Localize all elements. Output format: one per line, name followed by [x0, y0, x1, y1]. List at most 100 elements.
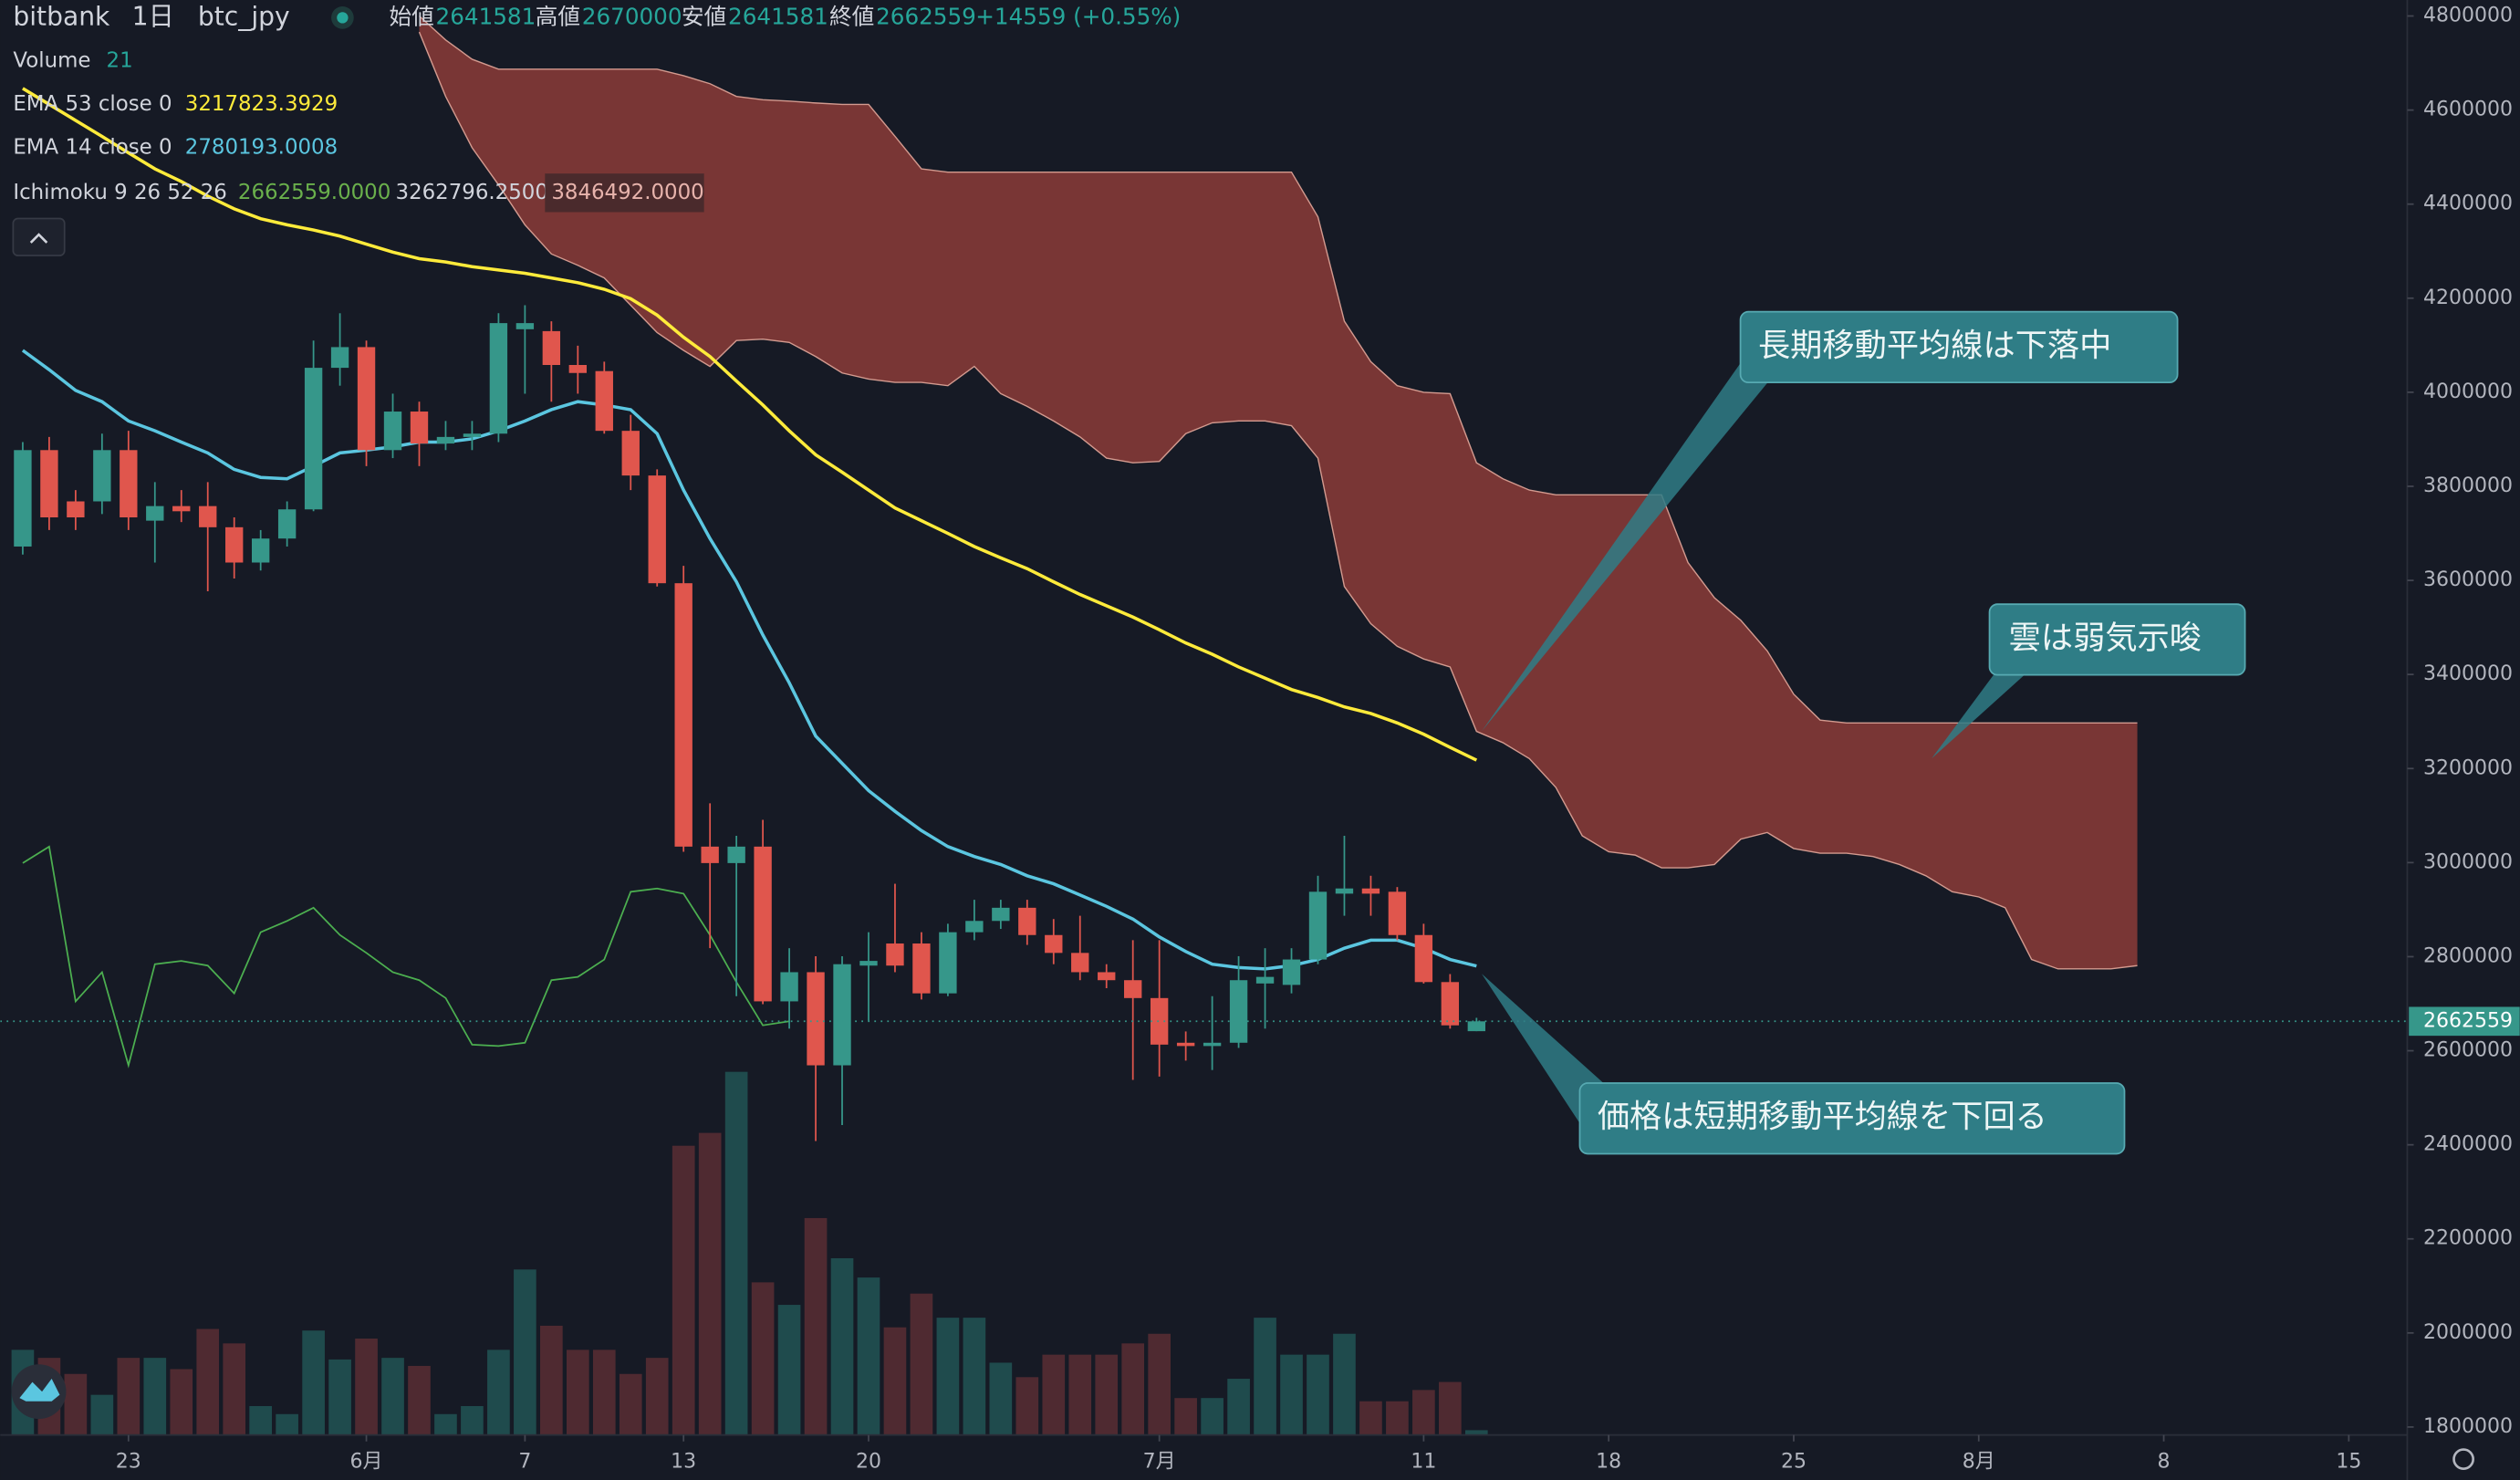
close-label: 終値	[829, 3, 874, 29]
candle-body	[1361, 888, 1380, 894]
x-tick-label: 18	[1596, 1451, 1621, 1474]
interval[interactable]: 1日	[132, 1, 174, 31]
volume-bar	[1412, 1390, 1435, 1435]
candle-body	[93, 450, 111, 502]
callout[interactable]	[1739, 310, 2179, 384]
y-tick-label: 4400000	[2423, 193, 2513, 215]
candle-body	[833, 964, 851, 1066]
candle-body	[304, 368, 323, 510]
candle-body	[568, 365, 587, 373]
volume-bar	[751, 1282, 775, 1435]
candle-body	[1467, 1021, 1485, 1032]
volume-bar	[461, 1405, 484, 1435]
candle-body	[436, 436, 455, 444]
plot-area	[0, 16, 2408, 1435]
y-tick-label: 3000000	[2423, 850, 2513, 873]
candle-body	[463, 433, 482, 437]
candle-body	[1045, 934, 1063, 954]
x-tick-label: 8	[2158, 1451, 2171, 1474]
high-label: 高値	[536, 3, 580, 29]
axes: 4800000 4600000 4400000 4200000 4000000 38000…	[116, 5, 2520, 1474]
candle-body	[939, 932, 957, 994]
volume-bar	[381, 1358, 404, 1435]
candle-body	[674, 583, 692, 847]
volume-bar	[1095, 1354, 1119, 1435]
y-tick-label: 2600000	[2423, 1039, 2513, 1062]
candle-body	[1203, 1042, 1222, 1047]
candle-body	[357, 347, 376, 451]
candle-body	[727, 846, 745, 863]
x-tick-label: 8月	[1963, 1451, 1995, 1474]
x-tick-label: 20	[856, 1451, 881, 1474]
price-label: 2662559	[2423, 1009, 2513, 1032]
legend-ema14[interactable]: EMA 14 close 0	[13, 136, 172, 160]
candle-body	[199, 505, 217, 527]
volume-bar	[117, 1358, 141, 1435]
logo	[19, 1379, 60, 1402]
candle-body	[595, 370, 613, 432]
callout-text: 長期移動平均線は下落中	[1758, 327, 2111, 364]
candle-body	[515, 323, 535, 329]
volume-bar	[1015, 1377, 1039, 1435]
exchange: bitbank	[13, 1, 110, 31]
low-value: 2641581	[728, 3, 828, 29]
legend-value-bg	[545, 173, 704, 213]
volume-bar	[698, 1132, 722, 1435]
volume-bar	[1464, 1430, 1488, 1435]
legend-volume[interactable]: Volume	[13, 48, 90, 72]
legend-ichimoku[interactable]: Ichimoku 9 26 52 26	[13, 181, 226, 204]
y-tick-label: 2200000	[2423, 1227, 2513, 1250]
candle-body	[1098, 972, 1116, 981]
volume-bar	[1174, 1398, 1197, 1435]
x-tick-label: 13	[671, 1451, 696, 1474]
volume-bar	[857, 1277, 880, 1435]
x-tick-label: 11	[1411, 1451, 1436, 1474]
y-tick-label: 4000000	[2423, 380, 2513, 403]
volume-bar	[619, 1373, 642, 1435]
x-tick-label: 7	[518, 1451, 531, 1474]
callout-text: 価格は短期移動平均線を下回る	[1598, 1099, 2047, 1136]
volume-bar	[355, 1339, 378, 1435]
candle-body	[965, 921, 984, 933]
settings-icon[interactable]	[2452, 1448, 2474, 1470]
legend-ema53-value: 3217823.3929	[185, 92, 338, 116]
candle-body	[754, 846, 772, 1002]
candle-body	[1124, 980, 1142, 998]
candle-body	[648, 475, 666, 584]
callout[interactable]	[1988, 603, 2246, 676]
candle-body	[1441, 982, 1460, 1026]
candle-body	[330, 347, 349, 369]
open-label: 始値	[389, 3, 433, 29]
collapse-icon	[29, 233, 48, 244]
price-label-bg	[2409, 1006, 2520, 1037]
legend-ichimoku-value: 2662559.0000	[238, 181, 390, 204]
volume-bar	[936, 1318, 960, 1435]
volume-bar	[1148, 1333, 1171, 1435]
candle-body	[40, 450, 58, 518]
volume-bar	[963, 1318, 986, 1435]
volume-bar	[910, 1293, 933, 1435]
change: +14559 (+0.55%)	[975, 3, 1181, 29]
x-tick-label: 15	[2336, 1451, 2361, 1474]
candle-body	[859, 961, 878, 966]
candle-body	[992, 907, 1010, 922]
volume-bar	[276, 1413, 298, 1435]
symbol[interactable]: btc_jpy	[198, 1, 290, 31]
legend-ema53[interactable]: EMA 53 close 0	[13, 92, 172, 116]
callout[interactable]	[1578, 1082, 2126, 1155]
ema-line	[22, 87, 1478, 762]
volume-bar	[1201, 1398, 1224, 1435]
volume-bar	[989, 1362, 1013, 1435]
open-value: 2641581	[436, 3, 536, 29]
callout-pointer	[1482, 974, 1608, 1129]
volume-bar	[1068, 1354, 1092, 1435]
volume-bar	[1280, 1354, 1303, 1435]
candle-body	[14, 450, 32, 547]
candle-body	[277, 509, 297, 539]
volume-bar	[540, 1325, 563, 1435]
volume-bar	[566, 1350, 589, 1435]
collapse-button[interactable]	[12, 217, 66, 256]
volume-bar	[1359, 1401, 1382, 1435]
legend-ema14-value: 2780193.0008	[185, 136, 338, 160]
candle-body	[912, 943, 931, 994]
